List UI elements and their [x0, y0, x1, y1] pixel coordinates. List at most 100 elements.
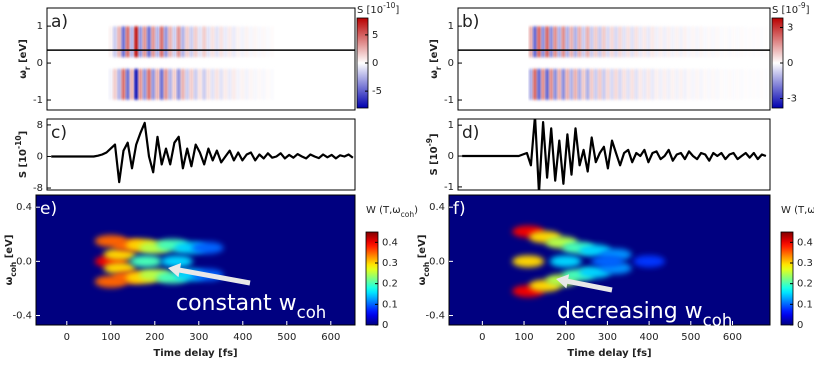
label-part: ω [18, 70, 29, 79]
axes-frame [46, 7, 356, 111]
heatmap-cell [561, 26, 566, 58]
heatmap-cell [597, 68, 602, 101]
heatmap-cell [634, 68, 639, 101]
label-part: [eV] [429, 39, 440, 66]
colorbar-tick-label: 0 [372, 58, 378, 69]
arrow-head [556, 274, 570, 289]
heatmap-cell [719, 68, 724, 101]
colorbar-tick-label: -3 [787, 94, 797, 105]
heatmap-cell [223, 68, 228, 101]
label-part: -9 [425, 138, 434, 146]
heatmap-cell [727, 68, 732, 101]
heatmap-cell [565, 68, 570, 101]
heatmap-cell [573, 26, 578, 58]
y-tick-label: 0 [37, 151, 43, 162]
heatmap-cell [719, 26, 724, 58]
colorbar-tick-label: 0.2 [797, 279, 813, 290]
y-tick-label: 0.4 [429, 202, 445, 213]
heatmap-cell [249, 68, 253, 101]
heatmap-cell [622, 26, 626, 58]
axes-frame [457, 7, 771, 111]
heatmap-cell [265, 26, 270, 58]
heatmap-cell [185, 68, 190, 101]
axes-frame [448, 194, 771, 326]
label-part: ] [429, 133, 440, 138]
heatmap-cell [670, 68, 675, 101]
heatmap-spot [103, 248, 136, 261]
panel-label: d) [462, 123, 479, 143]
heatmap-cell [553, 68, 558, 101]
y-tick-label: -1 [33, 95, 43, 106]
y-axis-label: S [10-9] [425, 133, 441, 175]
heatmap-cell [549, 26, 554, 58]
x-tick-label: 100 [514, 332, 533, 343]
heatmap-cell [747, 68, 752, 101]
heatmap-cell [172, 26, 177, 58]
heatmap-background [36, 195, 355, 325]
heatmap-cell [198, 26, 202, 58]
x-tick-label: 300 [189, 332, 208, 343]
label-part: S [10 [357, 5, 383, 16]
heatmap-cell [215, 68, 219, 101]
heatmap-cell [261, 68, 266, 101]
arrow-head [168, 263, 182, 278]
heatmap-cell [581, 68, 586, 101]
heatmap-cell [176, 68, 181, 101]
colorbar-tick-label: 0.1 [382, 299, 398, 310]
label-part: [eV] [417, 235, 428, 262]
heatmap-cell [210, 26, 215, 58]
heatmap-cell [760, 26, 764, 58]
x-tick-label: 200 [145, 332, 164, 343]
label-part: ] [806, 5, 810, 16]
heatmap-cell [638, 68, 643, 101]
heatmap-cell [597, 26, 602, 58]
plot-area [449, 195, 770, 325]
heatmap-cell [581, 26, 586, 58]
heatmap-cell [151, 68, 156, 101]
heatmap-cell [172, 68, 177, 101]
heatmap-cell [727, 26, 732, 58]
heatmap-cell [125, 68, 130, 101]
y-tick-label: 8 [37, 120, 43, 131]
colorbar [780, 231, 794, 326]
heatmap-cell [257, 68, 262, 101]
heatmap-cell [223, 26, 228, 58]
line [462, 119, 767, 190]
heatmap-cell [610, 68, 614, 101]
heatmap-cell [739, 26, 744, 58]
y-tick-label: 0.0 [429, 256, 445, 267]
heatmap-cell [654, 26, 659, 58]
axes-frame [457, 118, 771, 191]
y-tick-label: 1 [448, 120, 454, 131]
heatmap-cell [674, 26, 679, 58]
heatmap-cell [723, 68, 728, 101]
colorbar-tick-label: 0.1 [797, 299, 813, 310]
label-part: -10 [383, 1, 395, 10]
heatmap-cell [626, 68, 631, 101]
heatmap-cell [121, 68, 126, 101]
heatmap-cell [541, 26, 545, 58]
heatmap-cell [227, 26, 232, 58]
heatmap-cell [257, 26, 262, 58]
heatmap-cell [731, 68, 736, 101]
label-part: [eV] [4, 235, 15, 262]
heatmap-spot [103, 262, 136, 275]
label-part: S [10 [429, 146, 440, 175]
heatmap-cell [630, 26, 635, 58]
annotation: decreasing wcoh [557, 299, 732, 330]
x-tick-label: 0 [479, 332, 485, 343]
heatmap-cell [679, 26, 683, 58]
x-tick-label: 600 [321, 332, 340, 343]
colorbar-label: W (T,ωcoh) [366, 205, 418, 219]
heatmap-cell [606, 68, 610, 101]
heatmap-spot [191, 241, 224, 254]
plot-area [462, 119, 767, 190]
heatmap-cell [650, 26, 655, 58]
heatmap-cell [210, 68, 215, 101]
heatmap-cell [577, 26, 582, 58]
heatmap-cell [751, 26, 756, 58]
heatmap-cell [253, 26, 258, 58]
x-tick-label: 300 [598, 332, 617, 343]
heatmap-cell [202, 26, 207, 58]
heatmap-cell [610, 26, 614, 58]
